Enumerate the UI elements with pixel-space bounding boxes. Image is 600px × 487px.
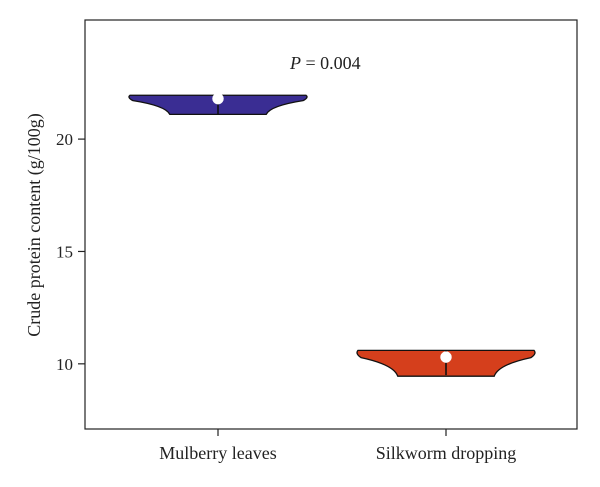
x-axis-ticks: Mulberry leaves Silkworm dropping — [159, 429, 516, 463]
median-point — [212, 92, 224, 105]
y-axis-label: Crude protein content (g/100g) — [24, 113, 45, 336]
p-value-text: = 0.004 — [301, 53, 361, 73]
x-tick-label: Mulberry leaves — [159, 443, 276, 463]
p-value-symbol: P — [289, 53, 301, 73]
y-axis-ticks: 10 15 20 — [56, 130, 85, 374]
y-tick-label: 20 — [56, 130, 73, 149]
x-tick-label: Silkworm dropping — [376, 443, 517, 463]
violin-group — [128, 92, 536, 377]
median-point — [440, 351, 452, 363]
y-tick-label: 10 — [56, 355, 73, 374]
p-value-annotation: P = 0.004 — [289, 53, 361, 73]
y-tick-label: 15 — [56, 242, 73, 261]
